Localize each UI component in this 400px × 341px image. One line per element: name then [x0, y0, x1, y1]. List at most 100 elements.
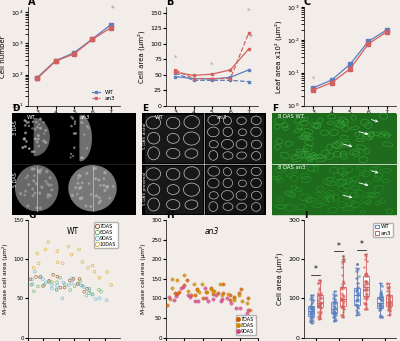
Ellipse shape — [33, 180, 35, 182]
Point — [226, 298, 233, 303]
Ellipse shape — [34, 192, 36, 194]
Point — [211, 288, 217, 294]
Point — [376, 307, 383, 312]
Point — [354, 309, 360, 315]
Text: WT: WT — [27, 115, 36, 120]
Point — [354, 268, 360, 273]
Point — [332, 292, 338, 298]
Text: B: B — [166, 0, 173, 7]
Point — [224, 296, 230, 301]
Point — [339, 281, 346, 286]
Point — [318, 310, 324, 315]
Point — [355, 291, 362, 296]
Point — [364, 281, 370, 286]
Point — [332, 288, 338, 294]
Point — [338, 297, 344, 302]
Point — [364, 294, 370, 299]
Point — [169, 277, 176, 282]
Point — [341, 256, 347, 261]
Point — [96, 275, 102, 281]
Ellipse shape — [35, 183, 37, 185]
Text: 5 DAS: 5 DAS — [13, 172, 18, 187]
Text: 8 DAS WT: 8 DAS WT — [278, 114, 304, 119]
Point — [309, 305, 315, 310]
Point — [363, 288, 369, 293]
Point — [86, 290, 92, 296]
Text: 3 DAS: 3 DAS — [13, 121, 18, 135]
Point — [364, 286, 370, 292]
Ellipse shape — [40, 169, 42, 171]
Point — [210, 296, 216, 302]
Point — [309, 312, 315, 317]
Point — [331, 294, 337, 299]
Point — [363, 306, 370, 311]
Point — [315, 314, 321, 320]
Point — [76, 247, 82, 252]
Point — [83, 293, 90, 298]
Point — [377, 291, 383, 296]
Point — [330, 306, 336, 312]
Point — [308, 303, 314, 309]
Point — [224, 292, 231, 297]
PathPatch shape — [377, 297, 384, 308]
Point — [316, 316, 322, 322]
Text: an3: an3 — [216, 115, 227, 120]
Ellipse shape — [45, 180, 47, 182]
Point — [356, 311, 362, 316]
Point — [340, 253, 346, 259]
Text: *: * — [312, 75, 315, 81]
Point — [385, 303, 392, 309]
Point — [315, 304, 321, 310]
Point — [49, 280, 55, 285]
Ellipse shape — [25, 177, 27, 179]
Point — [387, 300, 393, 306]
Point — [355, 291, 361, 296]
Ellipse shape — [82, 157, 83, 159]
Point — [72, 283, 78, 289]
Point — [354, 293, 360, 298]
Point — [30, 265, 37, 270]
Point — [364, 281, 370, 286]
Point — [340, 303, 346, 309]
Point — [354, 302, 361, 308]
Point — [362, 279, 368, 285]
Point — [91, 269, 98, 275]
Point — [330, 309, 336, 314]
Point — [57, 275, 63, 281]
Ellipse shape — [51, 189, 53, 191]
Point — [376, 307, 383, 313]
Ellipse shape — [38, 146, 39, 147]
Ellipse shape — [26, 141, 27, 142]
Point — [308, 311, 315, 316]
Point — [307, 306, 313, 311]
Ellipse shape — [40, 127, 42, 129]
Ellipse shape — [69, 166, 116, 211]
Point — [363, 292, 369, 297]
Ellipse shape — [86, 148, 88, 149]
Point — [315, 290, 321, 295]
Point — [377, 314, 383, 320]
Point — [308, 318, 314, 323]
Ellipse shape — [112, 186, 114, 187]
Point — [378, 298, 385, 303]
Point — [378, 306, 384, 311]
Point — [331, 309, 338, 314]
Point — [308, 310, 314, 316]
Ellipse shape — [40, 207, 41, 209]
Point — [316, 292, 322, 298]
Point — [385, 297, 392, 302]
Point — [376, 308, 382, 313]
Point — [166, 296, 173, 302]
Point — [378, 288, 384, 294]
Point — [339, 303, 346, 309]
Ellipse shape — [81, 157, 82, 159]
Ellipse shape — [82, 122, 83, 123]
Point — [378, 304, 384, 309]
Ellipse shape — [106, 186, 108, 188]
Point — [307, 304, 313, 310]
Point — [377, 301, 384, 307]
Point — [192, 293, 198, 298]
Point — [227, 292, 234, 297]
Point — [318, 306, 324, 311]
Point — [194, 286, 200, 291]
